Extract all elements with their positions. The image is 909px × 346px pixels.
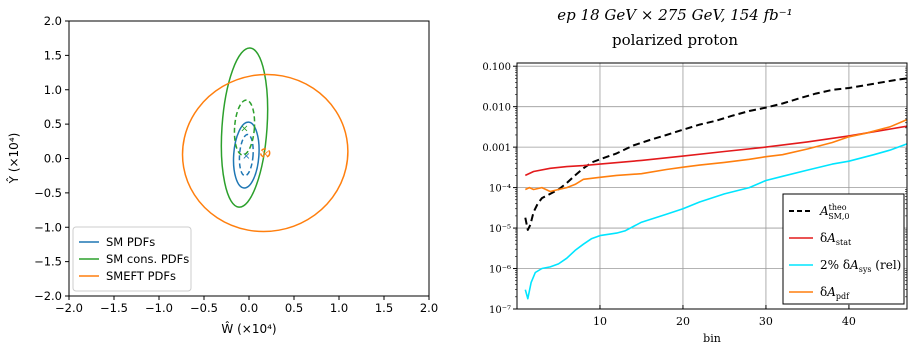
- left-x-axis-label: Ŵ (×10⁴): [221, 321, 276, 336]
- right-y-tick-label-3: 10⁻⁴: [489, 184, 511, 195]
- center-marker-0: ×: [242, 151, 250, 162]
- left-legend-entries: SM PDFs SM cons. PDFs SMEFT PDFs: [79, 235, 189, 283]
- left-x-tick-label-5: 0.5: [285, 301, 303, 315]
- left-y-tick-label-4: 0.0: [44, 152, 62, 166]
- right-legend: Atheo SM,0 δAstat 2% δAsys (rel) δApdf: [782, 193, 905, 305]
- ellipse-2-0: [181, 73, 349, 233]
- right-y-tick-label-0: 0.100: [482, 62, 511, 73]
- right-chart-title-line1: ep 18 GeV × 275 GeV, 154 fb⁻¹: [557, 6, 792, 24]
- series-line-2: [524, 143, 908, 300]
- right-y-tick-label-6: 10⁻⁷: [489, 305, 511, 316]
- right-y-tick-label-1: 0.010: [482, 103, 511, 114]
- center-marker-1: ×: [240, 124, 248, 135]
- right-y-ticks: 0.100 0.010 0.001 10⁻⁴ 10⁻⁵ 10⁻⁶ 10⁻⁷: [482, 62, 907, 316]
- right-x-axis-label: bin: [703, 332, 721, 345]
- ellipse-0-1: [238, 133, 254, 177]
- right-legend-label-0: Atheo SM,0: [819, 203, 850, 221]
- left-y-tick-label-7: −1.5: [34, 255, 62, 269]
- right-series-lines: [524, 77, 908, 300]
- series-line-0: [524, 77, 908, 231]
- right-legend-entries: Atheo SM,0 δAstat 2% δAsys (rel) δApdf: [789, 203, 901, 301]
- left-legend-box: [72, 226, 192, 292]
- left-x-tick-label-4: 0.0: [240, 301, 258, 315]
- right-chart-title-line2: polarized proton: [612, 31, 738, 49]
- left-x-ticks: −2.0 −1.5 −1.0 −0.5 0.0 0.5 1.0 1.5 2.0: [55, 296, 438, 315]
- right-y-tick-label-5: 10⁻⁶: [489, 265, 511, 276]
- left-x-tick-label-1: −1.5: [100, 301, 128, 315]
- ellipse-1-1: [233, 99, 256, 156]
- left-y-tick-label-3: 0.5: [44, 117, 62, 131]
- left-x-tick-label-6: 1.0: [330, 301, 348, 315]
- left-y-ticks: 2.0 1.5 1.0 0.5 0.0 −0.5 −1.0 −1.5 −2.0: [34, 14, 69, 303]
- right-x-tick-label-3: 40: [842, 315, 856, 328]
- center-marker-2: ×: [261, 149, 269, 160]
- right-plot-frame: [516, 62, 908, 310]
- right-x-ticks: 10 20 30 40: [593, 305, 856, 328]
- left-y-tick-label-0: 2.0: [44, 14, 62, 28]
- left-y-tick-label-2: 1.0: [44, 83, 62, 97]
- ellipse-0-0: [232, 121, 260, 189]
- series-line-3: [524, 118, 908, 193]
- left-x-tick-label-8: 2.0: [420, 301, 438, 315]
- left-x-tick-label-7: 1.5: [375, 301, 393, 315]
- right-x-tick-label-1: 20: [676, 315, 690, 328]
- right-y-tick-label-2: 0.001: [482, 143, 511, 154]
- left-x-tick-label-2: −1.0: [145, 301, 173, 315]
- right-legend-label-1: δAstat: [820, 231, 852, 247]
- left-legend-label-1: SM cons. PDFs: [106, 252, 189, 266]
- log-line-chart: ep 18 GeV × 275 GeV, 154 fb⁻¹ polarized …: [482, 6, 908, 345]
- left-legend-label-0: SM PDFs: [106, 235, 155, 249]
- ellipse-2-1: [259, 148, 271, 158]
- left-x-tick-label-0: −2.0: [55, 301, 83, 315]
- left-y-tick-label-5: −0.5: [34, 186, 62, 200]
- right-legend-label-2: 2% δAsys (rel): [820, 258, 901, 274]
- left-y-axis-label: Ŷ (×10⁴): [6, 133, 21, 185]
- left-y-tick-label-8: −2.0: [34, 289, 62, 303]
- ellipse-chart: × × × −2.0 −1.5 −1.0 −0.5 0.0 0.5 1.0 1.5 2.0 2.0 1…: [6, 14, 438, 336]
- left-legend: SM PDFs SM cons. PDFs SMEFT PDFs: [72, 226, 192, 292]
- right-x-tick-label-0: 10: [593, 315, 607, 328]
- series-line-1: [524, 125, 908, 177]
- left-x-tick-label-3: −0.5: [190, 301, 218, 315]
- right-y-tick-label-4: 10⁻⁵: [489, 224, 511, 235]
- ellipse-layer: × × ×: [181, 47, 349, 233]
- left-legend-label-2: SMEFT PDFs: [106, 269, 176, 283]
- left-y-tick-label-6: −1.0: [34, 220, 62, 234]
- left-y-tick-label-1: 1.5: [44, 48, 62, 62]
- right-x-tick-label-2: 30: [759, 315, 773, 328]
- right-legend-box: [782, 193, 905, 305]
- right-legend-label-3: δApdf: [820, 285, 850, 301]
